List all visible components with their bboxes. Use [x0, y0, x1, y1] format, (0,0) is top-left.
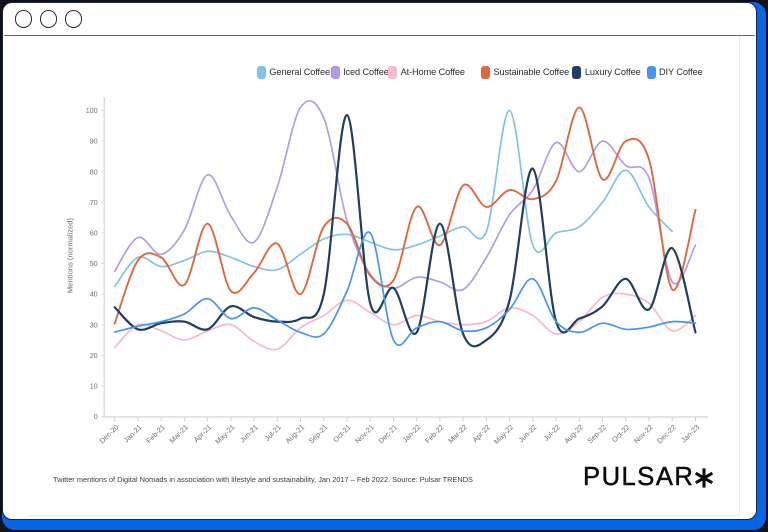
svg-text:90: 90 — [90, 137, 98, 146]
svg-text:Apr-21: Apr-21 — [192, 423, 214, 445]
svg-text:70: 70 — [90, 198, 98, 207]
svg-text:Dec-20: Dec-20 — [98, 423, 121, 446]
svg-text:May-22: May-22 — [492, 423, 515, 446]
svg-text:20: 20 — [90, 351, 98, 360]
svg-text:Nov-22: Nov-22 — [632, 423, 655, 446]
svg-text:80: 80 — [90, 167, 98, 176]
svg-text:Oct-21: Oct-21 — [331, 423, 353, 445]
svg-text:0: 0 — [94, 412, 98, 421]
svg-text:May-21: May-21 — [213, 423, 236, 446]
svg-text:100: 100 — [86, 106, 98, 115]
svg-text:Jun-21: Jun-21 — [238, 423, 260, 445]
svg-text:Mar-22: Mar-22 — [446, 423, 468, 445]
svg-text:Jul-22: Jul-22 — [542, 423, 562, 443]
svg-text:Dec-22: Dec-22 — [655, 423, 678, 446]
svg-text:Jan-22: Jan-22 — [400, 423, 422, 445]
svg-text:Feb-22: Feb-22 — [423, 423, 445, 445]
svg-text:Aug-22: Aug-22 — [562, 423, 585, 446]
svg-text:10: 10 — [90, 382, 98, 391]
svg-text:30: 30 — [90, 320, 98, 329]
svg-text:Sep-21: Sep-21 — [307, 423, 330, 446]
svg-text:Mar-21: Mar-21 — [168, 423, 190, 445]
svg-text:Oct-22: Oct-22 — [610, 423, 632, 445]
svg-text:Aug-21: Aug-21 — [283, 423, 306, 446]
svg-text:60: 60 — [90, 229, 98, 238]
svg-text:Jan-21: Jan-21 — [122, 423, 144, 445]
svg-text:40: 40 — [90, 290, 98, 299]
svg-text:Jan-23: Jan-23 — [679, 423, 701, 445]
svg-text:Dec-21: Dec-21 — [376, 423, 399, 446]
svg-text:Apr-22: Apr-22 — [470, 423, 492, 445]
svg-text:50: 50 — [90, 259, 98, 268]
svg-text:Jul-21: Jul-21 — [263, 423, 283, 443]
svg-text:Feb-21: Feb-21 — [144, 423, 166, 445]
svg-text:Jun-22: Jun-22 — [517, 423, 539, 445]
svg-text:Nov-21: Nov-21 — [353, 423, 376, 446]
svg-text:Sep-22: Sep-22 — [585, 423, 608, 446]
